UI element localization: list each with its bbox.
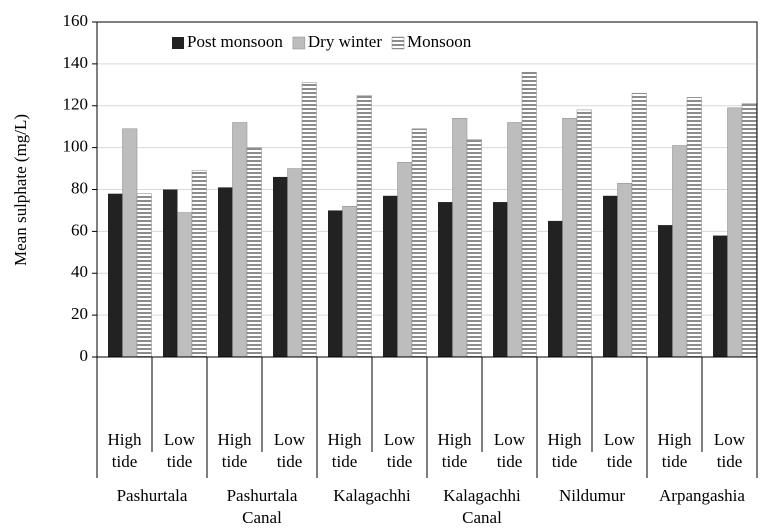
x-tick-label: Low tide — [603, 430, 636, 471]
bar — [452, 118, 468, 358]
bar — [727, 107, 743, 358]
x-tick-label: Low tide — [713, 430, 746, 471]
x-tick-label: Low tide — [163, 430, 196, 471]
bar — [191, 170, 207, 358]
bar — [521, 72, 537, 358]
group-label: Kalagachhi — [333, 486, 411, 505]
bar — [576, 109, 592, 358]
y-tick-label: 20 — [71, 304, 88, 323]
bar — [411, 128, 427, 358]
y-tick-label: 160 — [63, 11, 89, 30]
group-label: Nildumur — [558, 486, 626, 505]
bar — [686, 97, 702, 358]
bar — [108, 193, 123, 357]
bar — [438, 202, 453, 357]
group-label: Kalagachhi Canal — [443, 486, 521, 527]
bar — [713, 235, 728, 357]
bar — [122, 128, 138, 358]
legend-swatch — [172, 37, 184, 49]
legend-label: Dry winter — [308, 32, 382, 51]
bar — [273, 176, 288, 357]
x-tick-label: High tide — [217, 430, 252, 471]
x-tick-label: Low tide — [273, 430, 306, 471]
x-tick-label: High tide — [547, 430, 582, 471]
bar — [136, 193, 152, 358]
y-tick-label: 120 — [63, 95, 89, 114]
bar — [741, 103, 757, 358]
group-label: Pashurtala Canal — [226, 486, 298, 527]
chart: Mean sulphate (mg/L) 0 20 40 60 80 100 120 140 1… — [11, 11, 758, 527]
x-tick-label: High tide — [107, 430, 142, 471]
x-tick-label: Low tide — [383, 430, 416, 471]
bar — [507, 122, 523, 358]
bar — [246, 147, 262, 358]
bar — [617, 182, 633, 358]
bar — [328, 210, 343, 357]
bar — [631, 92, 647, 358]
bar — [232, 122, 248, 358]
x-tick-label: Low tide — [493, 430, 526, 471]
y-tick-label: 80 — [71, 178, 88, 197]
y-tick-label: 60 — [71, 220, 88, 239]
y-tick-label: 0 — [80, 346, 89, 365]
bar — [493, 202, 508, 357]
bar — [218, 187, 233, 357]
bar — [658, 225, 673, 357]
bar — [603, 195, 618, 357]
bar — [342, 206, 358, 358]
bar — [383, 195, 398, 357]
y-tick-label: 40 — [71, 262, 88, 281]
bar — [301, 82, 317, 358]
x-tick-label: High tide — [437, 430, 472, 471]
y-tick-label: 100 — [63, 137, 89, 156]
bar — [177, 212, 193, 358]
legend-swatch — [391, 36, 405, 50]
legend-label: Post monsoon — [187, 32, 283, 51]
bar — [672, 145, 688, 358]
x-tick-label: High tide — [327, 430, 362, 471]
legend-label: Monsoon — [407, 32, 472, 51]
chart-svg: Mean sulphate (mg/L) 0 20 40 60 80 100 120 140 1… — [11, 11, 758, 478]
bar — [163, 189, 178, 357]
bar — [397, 162, 413, 358]
bar — [356, 95, 372, 358]
bar — [466, 139, 482, 358]
group-label: Pashurtala — [116, 486, 188, 505]
y-tick-label: 140 — [63, 53, 89, 72]
bar — [548, 220, 563, 357]
x-tick-label: High tide — [657, 430, 692, 471]
group-label: Arpangashia — [659, 486, 745, 505]
y-axis-title: Mean sulphate (mg/L) — [11, 114, 30, 266]
bar — [287, 168, 303, 358]
bar — [562, 118, 578, 358]
legend-swatch — [292, 36, 306, 50]
